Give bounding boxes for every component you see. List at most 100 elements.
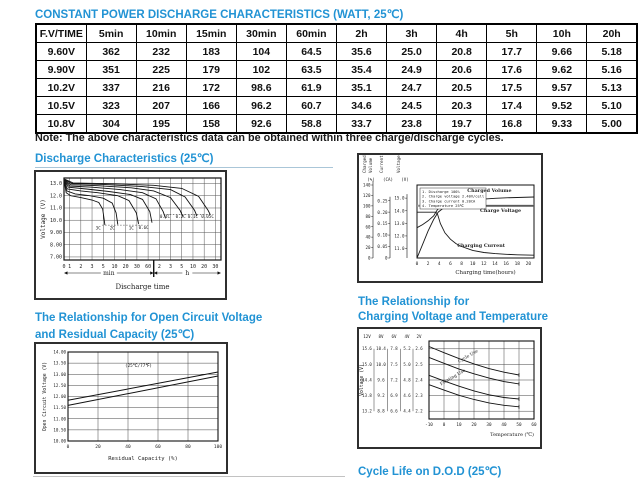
svg-text:11.50: 11.50 (53, 405, 66, 410)
table-cell: 24.5 (386, 96, 438, 115)
svg-text:3C: 3C (96, 225, 102, 230)
table-cell: 351 (85, 60, 137, 79)
svg-text:30: 30 (212, 264, 218, 270)
svg-text:20: 20 (201, 264, 207, 270)
table-cell: 216 (135, 78, 187, 97)
svg-text:7.5: 7.5 (390, 362, 398, 367)
table-header-cell: 10h (536, 23, 588, 43)
svg-text:0: 0 (385, 256, 388, 261)
svg-text:20: 20 (526, 261, 532, 267)
cvt-title-line2: Charging Voltage and Temperature (358, 311, 548, 323)
table-cell: 9.62 (536, 60, 588, 79)
svg-text:12.00: 12.00 (53, 394, 66, 399)
svg-text:9.00: 9.00 (50, 230, 62, 236)
svg-text:9.2: 9.2 (377, 393, 385, 398)
table-cell: 10.5V (35, 96, 87, 115)
svg-text:10: 10 (456, 422, 462, 428)
svg-text:8.8: 8.8 (377, 409, 385, 414)
table-cell: 9.52 (536, 96, 588, 115)
table-cell: 17.4 (486, 96, 538, 115)
svg-text:0: 0 (443, 422, 446, 428)
svg-text:9.6: 9.6 (377, 377, 385, 382)
table-cell: 20.3 (436, 96, 488, 115)
svg-text:-10: -10 (425, 422, 433, 428)
svg-text:12V: 12V (363, 334, 371, 339)
svg-text:20: 20 (365, 245, 371, 250)
table-cell: 17.7 (486, 42, 538, 61)
svg-text:0.05: 0.05 (377, 244, 388, 249)
table-cell: 5.16 (586, 60, 638, 79)
svg-text:Voltage: Voltage (396, 155, 401, 173)
table-cell: 16.8 (486, 114, 538, 134)
svg-text:13.50: 13.50 (53, 361, 66, 366)
cvt-chart-svg: 12V 8V 6V 4V 2V 15.6 10.4 7.8 5.2 2.6 15.0 10.0 7.5 5… (359, 334, 537, 438)
svg-text:14.00: 14.00 (53, 350, 66, 355)
svg-text:10: 10 (190, 264, 196, 270)
table-header-cell: 20h (586, 23, 638, 43)
svg-text:30: 30 (134, 264, 140, 270)
svg-text:Charging time(hours): Charging time(hours) (455, 269, 515, 276)
svg-text:13.0: 13.0 (394, 221, 405, 226)
table-cell: 60.7 (285, 96, 337, 115)
svg-text:0.1C: 0.1C (188, 214, 199, 219)
svg-text:2.5: 2.5 (415, 362, 423, 367)
ocv-title-line1: The Relationship for Open Circuit Voltag… (35, 312, 263, 324)
svg-text:2.6: 2.6 (415, 346, 423, 351)
svg-text:1: 1 (68, 264, 71, 270)
svg-text:Charged Volume: Charged Volume (467, 188, 511, 194)
svg-text:10: 10 (111, 264, 117, 270)
svg-text:0: 0 (62, 264, 65, 270)
svg-text:20: 20 (471, 422, 477, 428)
svg-text:8.00: 8.00 (50, 242, 62, 248)
table-row: 9.60V 362 232 183 104 64.5 35.6 25.0 20.8 17.7 9.6… (35, 42, 638, 61)
table-header-cell: 2h (335, 23, 388, 43)
svg-text:Open Circuit Voltage (V): Open Circuit Voltage (V) (42, 362, 48, 431)
svg-text:2.3: 2.3 (415, 393, 423, 398)
table-header-cell: 30min (235, 23, 287, 43)
svg-text:12.0: 12.0 (394, 234, 405, 239)
discharge-chart-title: Discharge Characteristics (25℃) (35, 153, 214, 165)
svg-text:12: 12 (481, 261, 487, 267)
ocv-title-line2: and Residual Capacity (25℃) (35, 329, 195, 341)
svg-text:1C: 1C (129, 225, 135, 230)
table-cell: 20.8 (436, 42, 488, 61)
svg-text:4. Temperature 25℃: 4. Temperature 25℃ (422, 204, 465, 208)
svg-text:2: 2 (158, 264, 161, 270)
table-cell: 9.90V (35, 60, 87, 79)
table-cell: 9.60V (35, 42, 87, 61)
table-cell: 172 (185, 78, 237, 97)
table-cell: 102 (235, 60, 287, 79)
svg-text:4: 4 (438, 261, 441, 267)
cycle-life-title: Cycle Life on D.O.D (25℃) (358, 466, 502, 478)
svg-text:13.2: 13.2 (362, 409, 372, 414)
table-row: 10.2V 337 216 172 98.6 61.9 35.1 24.7 20.5 17.5 9.… (35, 78, 638, 97)
svg-text:120: 120 (363, 193, 371, 198)
table-cell: 104 (235, 42, 287, 61)
svg-text:2V: 2V (416, 334, 422, 339)
table-cell: 362 (85, 42, 137, 61)
table-cell: 304 (85, 114, 137, 134)
svg-text:10.0: 10.0 (50, 218, 62, 224)
table-cell: 23.8 (386, 114, 438, 134)
charging-voltage-temperature-chart: 12V 8V 6V 4V 2V 15.6 10.4 7.8 5.2 2.6 15.0 10.0 7.5 5… (357, 327, 542, 449)
svg-text:12.0: 12.0 (50, 193, 62, 199)
svg-text:5.0: 5.0 (403, 362, 411, 367)
svg-text:8: 8 (460, 261, 463, 267)
svg-text:(%): (%) (367, 177, 375, 182)
svg-text:(CA): (CA) (383, 177, 393, 182)
table-row: 10.5V 323 207 166 96.2 60.7 34.6 24.5 20.3 17.4 9.… (35, 96, 638, 115)
svg-text:0: 0 (368, 256, 371, 261)
svg-text:10.4: 10.4 (376, 346, 386, 351)
svg-text:5.2: 5.2 (403, 346, 411, 351)
table-cell: 35.4 (335, 60, 388, 79)
svg-text:3. Charge current 0.20CA: 3. Charge current 0.20CA (422, 199, 476, 203)
table-cell: 9.66 (536, 42, 588, 61)
svg-text:10.50: 10.50 (53, 427, 66, 432)
svg-text:2.4: 2.4 (415, 377, 423, 382)
svg-text:16: 16 (503, 261, 509, 267)
svg-text:10.0: 10.0 (376, 362, 386, 367)
table-header-cell: F.V/TIME (35, 23, 87, 43)
svg-text:Charged: Charged (362, 155, 367, 173)
